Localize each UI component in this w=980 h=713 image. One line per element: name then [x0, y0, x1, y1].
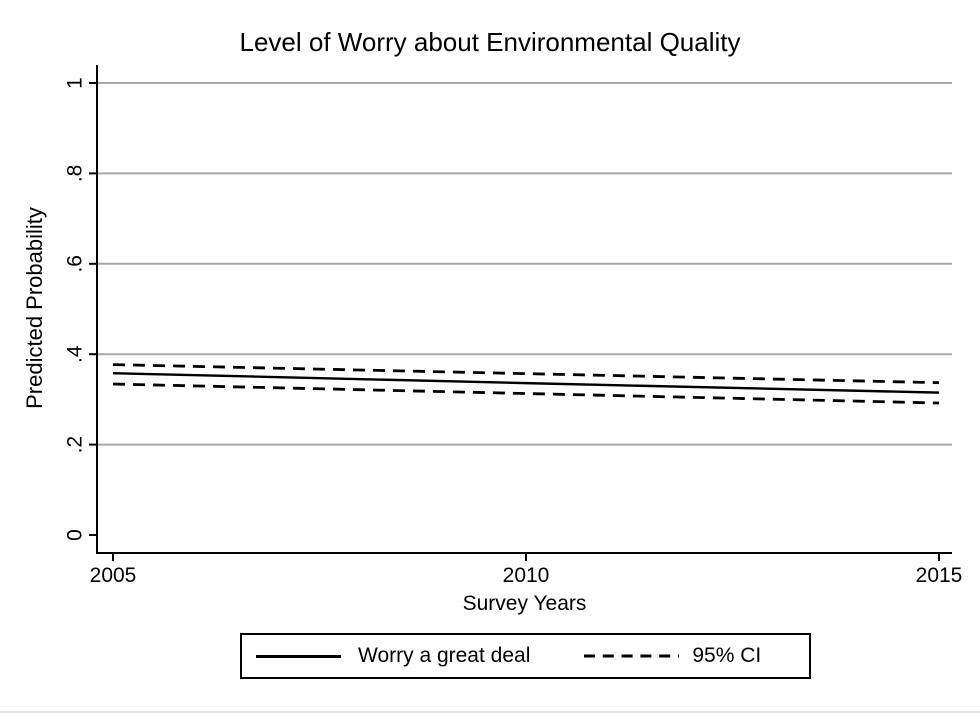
x-tick-label: 2015	[916, 564, 963, 587]
y-tick-label: .6	[64, 255, 87, 273]
x-tick-label: 2005	[90, 564, 137, 587]
y-tick-label: 0	[64, 529, 87, 541]
legend-label-ci: 95% CI	[692, 644, 762, 667]
y-axis-title: Predicted Probability	[22, 207, 47, 409]
y-tick-label: .4	[64, 345, 87, 363]
x-tick-label: 2010	[503, 564, 550, 587]
ci-line	[112, 382, 940, 405]
series-line-worry	[112, 371, 940, 394]
ci-line	[112, 363, 940, 385]
legend-dashed-line-sample	[584, 654, 680, 658]
legend-box: Worry a great deal 95% CI	[240, 633, 811, 679]
window-bottom-edge	[0, 711, 980, 713]
y-tick-label: 1	[64, 77, 87, 89]
x-axis-title: Survey Years	[462, 592, 587, 615]
y-tick-label: .8	[64, 165, 87, 183]
y-tick-label: .2	[64, 436, 87, 454]
chart-title: Level of Worry about Environmental Quali…	[239, 27, 741, 57]
legend-solid-line-sample	[256, 654, 341, 658]
legend-label-worry: Worry a great deal	[358, 644, 531, 667]
